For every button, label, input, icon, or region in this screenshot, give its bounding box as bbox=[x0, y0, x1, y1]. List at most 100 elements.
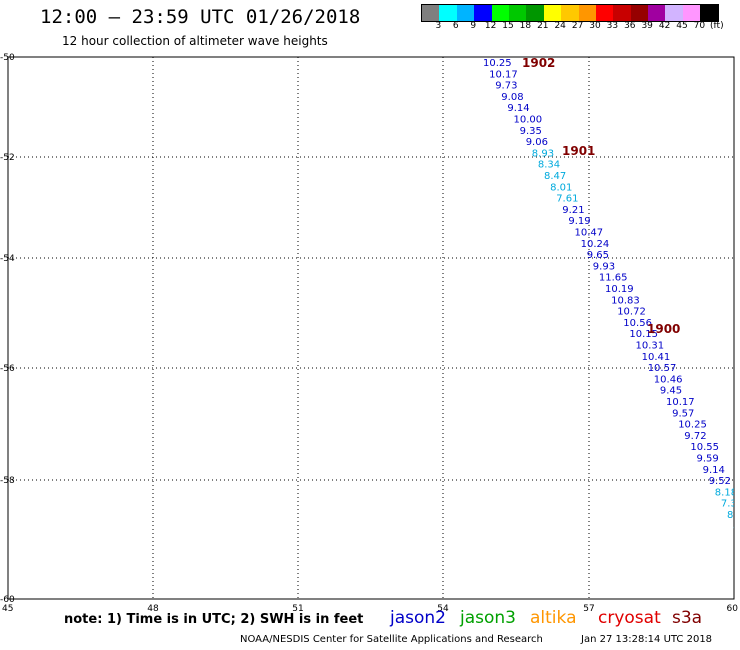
wave-height-label: 11.65 bbox=[599, 273, 628, 284]
wave-height-label: 10.46 bbox=[654, 374, 683, 385]
wave-height-label: 10.47 bbox=[575, 228, 604, 239]
scale-swatch bbox=[630, 5, 649, 21]
scale-swatch bbox=[578, 5, 596, 21]
wave-height-label: 10.00 bbox=[514, 115, 543, 126]
scale-label: 18 bbox=[519, 21, 532, 31]
scale-swatch bbox=[526, 5, 544, 21]
wave-height-label: 10.25 bbox=[483, 58, 512, 69]
wave-height-label: 8.01 bbox=[550, 182, 572, 193]
map-subtitle: 12 hour collection of altimeter wave hei… bbox=[62, 34, 328, 48]
wave-height-label: 8.23 bbox=[727, 510, 740, 521]
wave-height-label: 10.57 bbox=[648, 363, 677, 374]
scale-swatch bbox=[422, 5, 440, 21]
scale-label: 24 bbox=[554, 21, 566, 31]
wave-height-label: 10.56 bbox=[623, 318, 652, 329]
wave-height-label: 9.52 bbox=[709, 476, 731, 487]
scale-swatch bbox=[543, 5, 562, 21]
scale-label: 12 bbox=[484, 21, 497, 31]
y-tick-label: -52 bbox=[0, 153, 15, 163]
wave-height-label: 9.59 bbox=[697, 454, 719, 465]
scale-swatch bbox=[491, 5, 509, 21]
y-tick-label: -56 bbox=[0, 364, 15, 374]
scale-swatch bbox=[700, 5, 718, 21]
wave-height-label: 8.93 bbox=[532, 148, 554, 159]
wave-height-label: 9.57 bbox=[672, 408, 694, 419]
track-labels: 10.2510.179.739.089.1410.009.359.068.938… bbox=[483, 58, 740, 532]
wave-height-label: 7.31 bbox=[721, 499, 740, 510]
scale-swatch bbox=[648, 5, 666, 21]
wave-height-label: 9.19 bbox=[568, 216, 590, 227]
scale-swatch bbox=[682, 5, 701, 21]
wave-height-label: 9.93 bbox=[593, 261, 615, 272]
scale-label: 33 bbox=[606, 21, 619, 31]
scale-label: 9 bbox=[470, 21, 477, 31]
scale-swatch bbox=[508, 5, 527, 21]
wave-height-label: 10.83 bbox=[611, 295, 640, 306]
scale-label: (ft) bbox=[710, 21, 724, 31]
wave-height-label: 9.14 bbox=[703, 465, 725, 476]
wave-height-label: 10.55 bbox=[690, 442, 719, 453]
scale-label: 3 bbox=[435, 21, 442, 31]
x-tick-label: 48 bbox=[147, 604, 159, 614]
wave-height-label: 10.31 bbox=[636, 341, 665, 352]
scale-label: 45 bbox=[676, 21, 688, 31]
wave-height-label: 8.34 bbox=[538, 160, 560, 171]
satellite-legend-altika: altika bbox=[530, 608, 577, 628]
generated-timestamp: Jan 27 13:28:14 UTC 2018 bbox=[581, 634, 713, 645]
scale-label: 6 bbox=[452, 21, 459, 31]
map-title: 12:00 – 23:59 UTC 01/26/2018 bbox=[40, 6, 361, 28]
scale-label: 36 bbox=[624, 21, 636, 31]
satellite-legend-cryosat: cryosat bbox=[598, 608, 661, 628]
scale-label: 70 bbox=[693, 21, 706, 31]
scale-label: 27 bbox=[571, 21, 584, 31]
satellite-legend-jason2: jason2 bbox=[390, 608, 446, 628]
y-tick-label: -58 bbox=[0, 476, 15, 486]
map-frame bbox=[7, 56, 735, 600]
wave-height-label: 8. bbox=[733, 521, 740, 532]
wave-height-label: 10.24 bbox=[581, 239, 610, 250]
x-tick-label: 51 bbox=[292, 604, 303, 614]
wave-height-label: 10.41 bbox=[642, 352, 671, 363]
y-tick-label: -60 bbox=[0, 595, 15, 605]
time-marker: 1902 bbox=[522, 56, 555, 70]
scale-swatch bbox=[474, 5, 492, 21]
wave-height-label: 10.17 bbox=[489, 69, 518, 80]
scale-label: 39 bbox=[641, 21, 653, 31]
wave-height-label: 9.73 bbox=[495, 81, 517, 92]
wave-height-label: 10.72 bbox=[617, 307, 646, 318]
wave-height-label: 8.18 bbox=[715, 487, 737, 498]
wave-height-label: 9.08 bbox=[501, 92, 523, 103]
wave-height-label: 9.72 bbox=[684, 431, 706, 442]
x-tick-label: 57 bbox=[583, 604, 594, 614]
wave-height-label: 10.25 bbox=[678, 420, 707, 431]
wave-height-label: 10.17 bbox=[666, 397, 695, 408]
wave-height-label: 9.35 bbox=[520, 126, 542, 137]
wave-height-label: 9.06 bbox=[526, 137, 548, 148]
x-tick-label: 54 bbox=[437, 604, 449, 614]
wave-height-label: 7.61 bbox=[556, 194, 578, 205]
x-tick-label: 45 bbox=[2, 604, 13, 614]
scale-swatch bbox=[613, 5, 631, 21]
satellite-legend-s3a: s3a bbox=[672, 608, 703, 628]
scale-swatch bbox=[561, 5, 579, 21]
scale-label: 42 bbox=[658, 21, 671, 31]
satellite-legend-jason3: jason3 bbox=[460, 608, 516, 628]
time-marker: 1900 bbox=[647, 322, 680, 336]
scale-label: 15 bbox=[502, 21, 514, 31]
scale-swatch bbox=[665, 5, 683, 21]
wave-height-label: 9.14 bbox=[507, 103, 529, 114]
wave-height-label: 10.19 bbox=[605, 284, 634, 295]
scale-swatch bbox=[456, 5, 475, 21]
y-tick-label: -54 bbox=[0, 254, 15, 264]
scale-swatch bbox=[595, 5, 614, 21]
wave-height-color-scale bbox=[421, 4, 719, 22]
y-tick-label: -50 bbox=[0, 53, 15, 63]
footer-note: note: 1) Time is in UTC; 2) SWH is in fe… bbox=[64, 612, 364, 627]
wave-height-label: 9.21 bbox=[562, 205, 584, 216]
wave-height-label: 9.45 bbox=[660, 386, 682, 397]
wave-height-label: 9.65 bbox=[587, 250, 609, 261]
x-tick-label: 60 bbox=[727, 604, 739, 614]
scale-label: 21 bbox=[537, 21, 549, 31]
color-scale-labels: 3 6 9 12 15 18 21 24 27 30 33 36 39 42 45 70 (ft) bbox=[421, 21, 740, 35]
